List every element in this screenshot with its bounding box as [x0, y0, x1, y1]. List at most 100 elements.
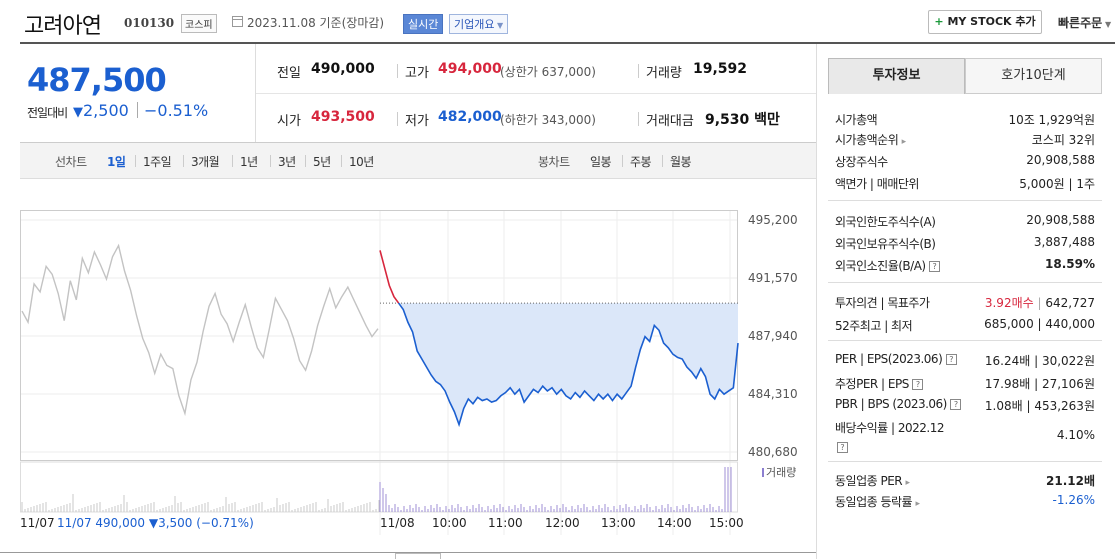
- industry-per-value: 21.12배: [1046, 474, 1095, 488]
- divider: [638, 112, 639, 126]
- y-tick-label: 487,940: [748, 329, 798, 343]
- company-name: 고려아연: [24, 14, 102, 39]
- market-cap-value: 10조 1,929억원: [1008, 113, 1095, 127]
- calendar-icon: [232, 16, 243, 27]
- foreign-holding-value: 3,887,488: [1033, 235, 1095, 249]
- per-text: PER | EPS(2023.06): [835, 352, 943, 366]
- prev-day-summary: 11/07 490,000 ▼3,500 (−0.71%): [57, 516, 254, 530]
- dividend-value: 4.10%: [1056, 428, 1095, 442]
- period-1w[interactable]: 1주일: [143, 155, 172, 169]
- pbr-text: PBR | BPS (2023.06): [835, 397, 947, 411]
- divider: [397, 112, 398, 126]
- divider: [662, 155, 663, 167]
- listed-shares-label: 상장주식수: [835, 155, 888, 169]
- est-per-value: 17.98배 | 27,106원: [984, 377, 1095, 391]
- chart-tab[interactable]: [395, 553, 441, 559]
- today-down-area: [380, 303, 738, 425]
- high-value: 494,000: [438, 61, 502, 77]
- tab-invest-info[interactable]: 투자정보: [828, 58, 965, 94]
- upper-limit: (상한가 637,000): [500, 65, 596, 79]
- period-3y[interactable]: 3년: [278, 155, 296, 169]
- market-cap-rank-label[interactable]: 시가총액순위 ▸: [835, 131, 906, 148]
- divider: [135, 155, 136, 167]
- period-1d[interactable]: 1일: [107, 155, 126, 169]
- company-overview-button[interactable]: 기업개요 ▼: [449, 14, 509, 34]
- price-chart[interactable]: 495,200 491,570 487,940 484,310 480,680 거래량 11…: [20, 180, 816, 540]
- candle-weekly[interactable]: 주봉: [630, 155, 652, 169]
- quick-order-label: 빠른주문: [1058, 16, 1103, 30]
- chevron-right-icon: ▸: [901, 137, 907, 147]
- help-icon[interactable]: ?: [950, 399, 962, 410]
- current-price: 487,500: [27, 61, 167, 99]
- x-tick-label: 10:00: [432, 516, 467, 530]
- week52-value: 685,000 | 440,000: [984, 317, 1095, 331]
- price-change-value: 2,500: [83, 101, 129, 120]
- add-my-stock-label: MY STOCK 추가: [947, 15, 1036, 28]
- per-value: 16.24배 | 30,022원: [984, 354, 1095, 368]
- x-tick-label: 11:00: [488, 516, 523, 530]
- prev-close-label: 전일: [277, 66, 301, 81]
- period-5y[interactable]: 5년: [313, 155, 331, 169]
- x-tick-label: 15:00: [709, 516, 744, 530]
- today-up-line: [379, 250, 400, 304]
- divider: [256, 93, 816, 94]
- face-value-label: 액면가 | 매매단위: [835, 177, 919, 191]
- divider: [305, 155, 306, 167]
- price-change-pct: −0.51%: [144, 101, 209, 120]
- x-label-prev-date: 11/07: [20, 516, 55, 530]
- x-tick-label: 11/08: [380, 516, 415, 530]
- plus-icon: +: [934, 15, 944, 28]
- divider: [341, 155, 342, 167]
- industry-per-label[interactable]: 동일업종 PER ▸: [835, 472, 910, 489]
- help-icon[interactable]: ?: [945, 354, 957, 365]
- y-tick-label: 484,310: [748, 387, 798, 401]
- foreign-holding-label: 외국인보유주식수(B): [835, 237, 936, 251]
- pbr-value: 1.08배 | 453,263원: [984, 399, 1095, 413]
- candle-daily[interactable]: 일봉: [590, 155, 612, 169]
- low-label: 저가: [405, 114, 429, 129]
- industry-per-text: 동일업종 PER: [835, 474, 903, 488]
- prev-diff-label: 전일대비: [27, 106, 68, 120]
- chevron-down-icon: ▼: [1102, 20, 1112, 29]
- divider: [20, 142, 816, 143]
- industry-change-label[interactable]: 동일업종 등락률 ▸: [835, 493, 920, 510]
- volume-legend-label: 거래량: [766, 466, 796, 479]
- y-tick-label: 495,200: [748, 213, 798, 227]
- invest-info-panel: [816, 44, 1115, 559]
- chevron-right-icon: ▸: [915, 499, 920, 509]
- stock-code: 010130: [124, 16, 175, 30]
- high-label: 고가: [405, 66, 429, 81]
- period-1y[interactable]: 1년: [240, 155, 258, 169]
- market-tag: 코스피: [181, 14, 217, 33]
- per-label: PER | EPS(2023.06) ?: [835, 352, 957, 366]
- foreign-ratio-label: 외국인소진율(B/A) ?: [835, 257, 940, 274]
- amount-value: 9,530 백만: [705, 109, 780, 129]
- amount-number: 9,530: [705, 112, 750, 128]
- help-icon[interactable]: ?: [912, 379, 924, 390]
- help-icon[interactable]: ?: [928, 261, 940, 272]
- candle-monthly[interactable]: 월봉: [670, 155, 692, 169]
- quick-order-button[interactable]: 빠른주문 ▼: [1058, 14, 1111, 31]
- divider: [397, 64, 398, 78]
- add-my-stock-button[interactable]: + MY STOCK 추가: [928, 10, 1042, 34]
- candle-chart-label: 봉차트: [538, 155, 570, 169]
- y-tick-label: 491,570: [748, 271, 798, 285]
- help-icon[interactable]: ?: [837, 437, 848, 456]
- period-3m[interactable]: 3개월: [191, 155, 220, 169]
- low-value: 482,000: [438, 109, 502, 125]
- price-change: ▼2,500: [73, 101, 129, 120]
- week52-label: 52주최고 | 최저: [835, 319, 913, 333]
- period-10y[interactable]: 10년: [349, 155, 374, 169]
- foreign-ratio-text: 외국인소진율(B/A): [835, 259, 926, 273]
- amount-label: 거래대금: [646, 114, 694, 129]
- pbr-label: PBR | BPS (2023.06) ?: [835, 397, 962, 411]
- line-chart-label: 선차트: [55, 155, 87, 169]
- tab-order-book[interactable]: 호가10단계: [965, 58, 1102, 94]
- market-cap-label: 시가총액: [835, 113, 878, 127]
- est-per-label: 추정PER | EPS ?: [835, 375, 924, 392]
- market-cap-rank-value: 코스피 32위: [1031, 133, 1095, 147]
- divider: [828, 461, 1102, 462]
- realtime-badge[interactable]: 실시간: [403, 14, 444, 34]
- chart-toolbar: [20, 143, 816, 179]
- price-chart-svg: 495,200 491,570 487,940 484,310 480,680 거래량 11…: [20, 210, 798, 535]
